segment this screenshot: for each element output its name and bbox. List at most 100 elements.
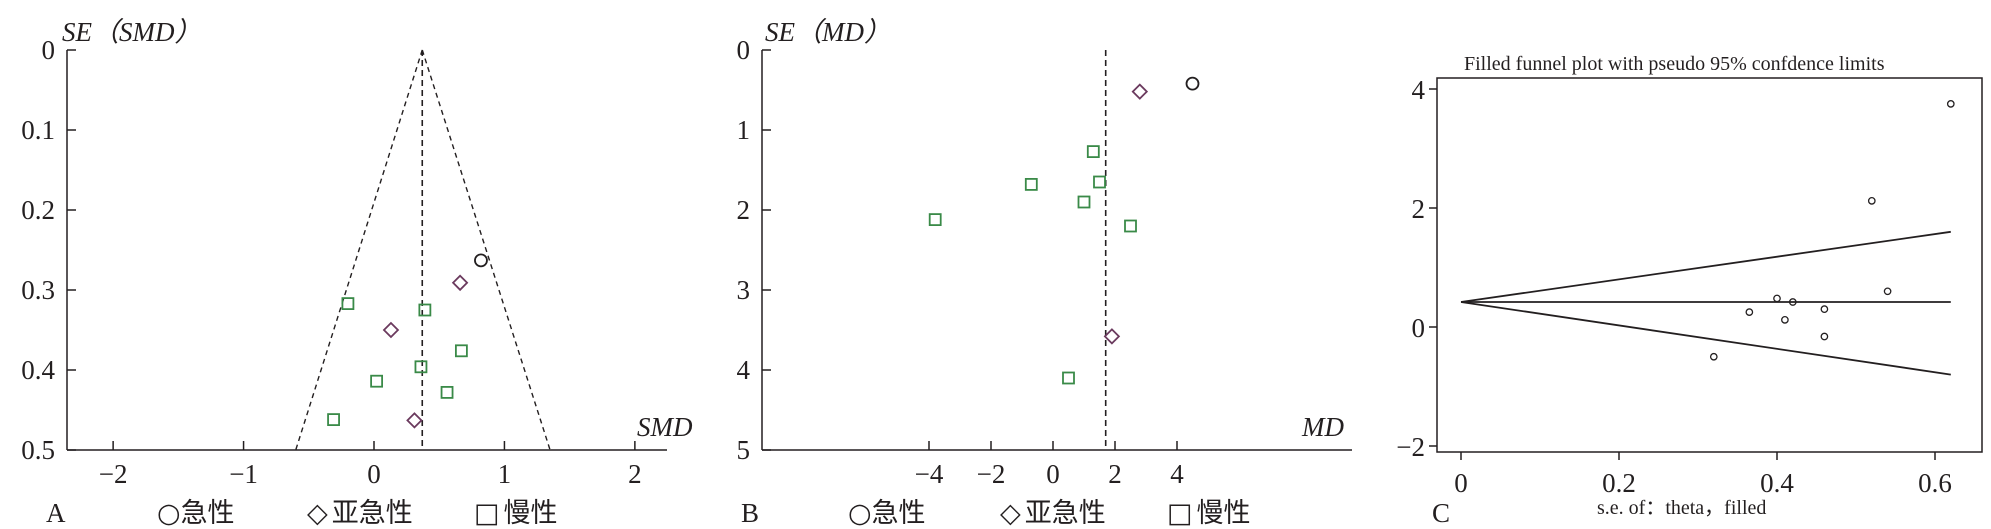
panel-b-legend: B ○急性 ◇ 亚急性 □ 慢性	[741, 498, 1251, 529]
x-tick-label: 0	[1046, 459, 1060, 489]
y-tick-label: 0	[737, 35, 751, 65]
lower-confidence-limit	[1460, 301, 1951, 376]
panel-a-y-ticks: 0 0.1 0.2 0.3 0.4 0.5	[21, 35, 76, 465]
study-point	[1745, 308, 1754, 316]
y-tick-label: 1	[737, 115, 751, 145]
panel-b-axes	[761, 50, 1352, 451]
square-marker	[370, 374, 384, 388]
circle-marker	[474, 253, 488, 268]
x-tick-label: −1	[229, 459, 258, 489]
study-point	[1867, 197, 1876, 205]
y-tick-label: 2	[1412, 194, 1426, 224]
panel-a-xlabel: SMD	[637, 412, 693, 442]
study-point	[1781, 316, 1789, 324]
study-point	[1773, 294, 1781, 303]
x-tick-label: 0.4	[1760, 468, 1794, 498]
x-tick-label: 4	[1170, 459, 1184, 489]
y-tick-label: 2	[737, 195, 751, 225]
x-tick-label: 0.2	[1602, 468, 1636, 498]
square-marker	[440, 385, 454, 399]
legend-b-subacute: ◇ 亚急性	[1000, 498, 1106, 529]
panel-c-title: Filled funnel plot with pseudo 95% confd…	[1464, 53, 1885, 75]
panel-a-points	[327, 253, 488, 429]
panel-c-x-ticks: 0 0.2 0.4 0.6	[1454, 452, 1952, 498]
panel-b-y-ticks: 0 1 2 3 4 5	[737, 35, 771, 465]
square-marker	[1062, 371, 1075, 385]
y-tick-label: 0	[42, 35, 56, 65]
legend-a-chronic: □ 慢性	[474, 498, 558, 529]
square-marker	[454, 344, 468, 358]
square-marker	[418, 303, 432, 317]
panel-b-xlabel: MD	[1301, 412, 1344, 442]
x-tick-label: 2	[628, 459, 642, 489]
square-marker	[1086, 145, 1100, 159]
y-tick-label: 4	[737, 355, 751, 385]
study-point	[1820, 332, 1829, 341]
panel-b-points	[928, 76, 1200, 385]
legend-b-acute: ○急性	[848, 498, 926, 529]
panel-a-x-ticks: −2 −1 0 1 2	[99, 441, 642, 489]
diamond-marker	[1103, 328, 1121, 345]
y-tick-label: 0.5	[21, 435, 55, 465]
legend-a-subacute: ◇ 亚急性	[307, 498, 413, 529]
panel-a-letter: A	[46, 498, 66, 528]
square-marker	[928, 213, 942, 227]
panel-c-y-ticks: −2 0 2 4	[1396, 75, 1437, 462]
panel-c-plot-frame	[1436, 77, 1983, 453]
x-tick-label: 2	[1108, 459, 1122, 489]
panel-a-axes	[66, 50, 667, 451]
study-point	[1788, 298, 1797, 306]
panel-b-ylabel: SE（MD）	[765, 17, 891, 47]
panel-c-limit-lines	[1460, 230, 1951, 376]
square-marker	[1077, 195, 1091, 209]
x-tick-label: 1	[498, 459, 512, 489]
panel-a-ylabel: SE（SMD）	[62, 17, 201, 47]
x-tick-label: 0	[1454, 468, 1468, 498]
study-point	[1946, 100, 1955, 108]
y-tick-label: 0.3	[21, 275, 55, 305]
funnel-right-limit	[421, 49, 551, 451]
panel-c-points	[1709, 100, 1955, 361]
diamond-marker	[451, 274, 469, 292]
x-tick-label: −4	[915, 459, 944, 489]
y-tick-label: 4	[1412, 75, 1426, 105]
panel-c-letter: C	[1432, 498, 1450, 528]
study-point	[1820, 305, 1829, 313]
y-tick-label: 0.2	[21, 195, 55, 225]
y-tick-label: 0.1	[21, 115, 55, 145]
square-marker	[1093, 175, 1106, 189]
y-tick-label: 3	[737, 275, 751, 305]
x-tick-label: 0	[367, 459, 381, 489]
legend-a-acute: ○急性	[157, 498, 235, 529]
funnel-left-limit	[295, 49, 423, 451]
y-tick-label: 5	[737, 435, 751, 465]
square-marker	[327, 413, 340, 427]
panel-c-filled-funnel-plot: Filled funnel plot with pseudo 95% confd…	[1396, 53, 1983, 528]
y-tick-label: 0	[1412, 313, 1426, 343]
diamond-marker	[1131, 83, 1149, 100]
diamond-marker	[382, 321, 400, 339]
square-marker	[1124, 219, 1137, 233]
y-tick-label: −2	[1396, 432, 1425, 462]
diamond-marker	[406, 412, 423, 429]
panel-b-funnel-plot: SE（MD） MD 0 1 2 3 4 5 −4 −2 0 2 4 B ○急性 ◇ 亚急性 □ 慢性	[737, 17, 1352, 529]
square-marker	[414, 360, 428, 374]
study-point	[1883, 287, 1892, 296]
study-point	[1709, 352, 1718, 361]
panel-c-xlabel: s.e. of：theta，filled	[1597, 497, 1766, 519]
panel-a-funnel-plot: SE（SMD） SMD 0 0.1 0.2 0.3 0.4 0.5 −2 −1 0 1 2 A ○…	[21, 17, 693, 529]
x-tick-label: 0.6	[1918, 468, 1952, 498]
y-tick-label: 0.4	[21, 355, 55, 385]
upper-confidence-limit	[1460, 230, 1951, 303]
panel-a-funnel-lines	[295, 49, 551, 451]
x-tick-label: −2	[977, 459, 1006, 489]
panel-b-letter: B	[741, 498, 759, 528]
x-tick-label: −2	[99, 459, 128, 489]
square-marker	[1024, 177, 1038, 191]
legend-b-chronic: □ 慢性	[1167, 498, 1251, 529]
square-marker	[341, 297, 355, 311]
panel-a-legend: A ○急性 ◇ 亚急性 □ 慢性	[46, 498, 558, 529]
panel-b-x-ticks: −4 −2 0 2 4	[915, 441, 1184, 489]
circle-marker	[1185, 76, 1200, 91]
